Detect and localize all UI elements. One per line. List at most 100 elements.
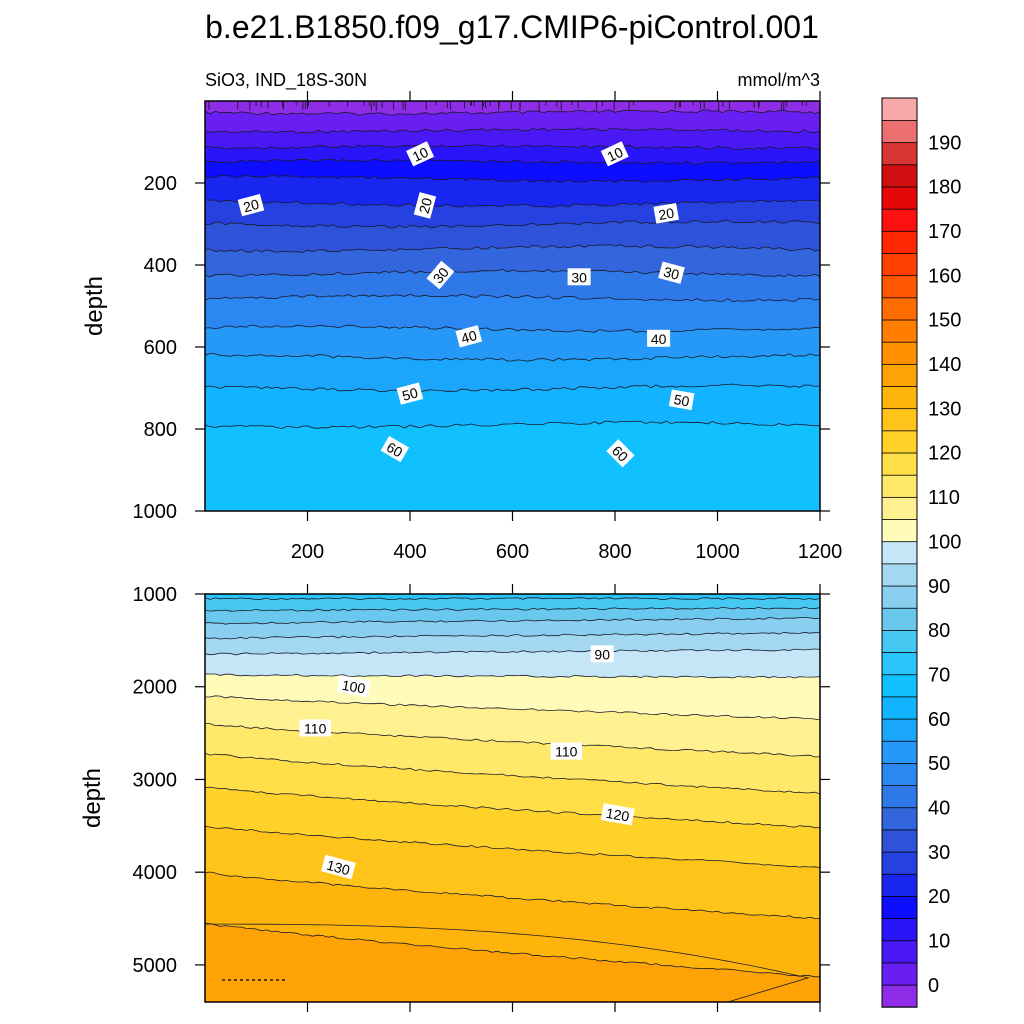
contour-label-background	[567, 268, 591, 286]
y-tick-label: 800	[144, 419, 177, 441]
colorbar-label: 50	[928, 753, 950, 775]
colorbar-label: 150	[928, 310, 961, 332]
colorbar-box	[881, 164, 918, 188]
colorbar-box	[881, 518, 918, 543]
contour-label-background	[600, 803, 635, 826]
contour-line	[205, 109, 820, 116]
contour-label-background	[413, 192, 437, 219]
upper-panel-contour-lines	[205, 109, 820, 430]
colorbar-box	[881, 740, 918, 764]
colorbar-box	[881, 319, 918, 343]
contour-line	[205, 174, 820, 183]
contour-label: 120	[600, 803, 635, 826]
contour-fill-band	[205, 923, 820, 1002]
y-tick-label: 200	[144, 173, 177, 195]
contour-label: 60	[380, 435, 410, 463]
contour-label-background	[455, 325, 483, 348]
colorbar-box	[881, 274, 918, 299]
contour-line	[205, 244, 820, 253]
contour-line	[205, 597, 820, 601]
colorbar-box	[881, 297, 918, 321]
contour-label: 40	[455, 325, 483, 348]
contour-label-text: 90	[594, 646, 610, 662]
contour-line	[205, 825, 820, 868]
colorbar-box	[881, 407, 918, 432]
colorbar-frame	[881, 97, 918, 1008]
colorbar-label: 120	[928, 443, 961, 465]
colorbar-box	[881, 230, 918, 254]
colorbar-label: 180	[928, 177, 961, 199]
y-tick-label: 600	[144, 337, 177, 359]
colorbar-box	[881, 940, 918, 964]
contour-label: 110	[550, 742, 583, 760]
lower-panel-contour-labels: 90 100 110 110 120 130	[299, 645, 635, 880]
colorbar-label: 110	[928, 487, 960, 509]
colorbar-box	[881, 784, 918, 809]
colorbar-label: 160	[928, 265, 961, 287]
contour-label: 20	[413, 192, 437, 219]
contour-line	[205, 219, 820, 229]
colorbar-box	[881, 452, 918, 476]
contour-label: 30	[658, 261, 685, 284]
contour-line	[205, 383, 820, 393]
contour-line	[205, 786, 820, 829]
contour-label-background	[550, 742, 583, 760]
contour-label-text: 10	[410, 144, 431, 165]
x-tick-label: 800	[598, 541, 631, 563]
colorbar-label: 130	[928, 398, 961, 420]
contour-line	[205, 616, 820, 625]
colorbar-label: 70	[928, 664, 950, 686]
contour-label: 100	[336, 675, 371, 698]
contour-label-background	[396, 382, 424, 405]
colorbar-label: 100	[928, 531, 961, 553]
colorbar-box	[881, 807, 918, 831]
contour-label: 30	[426, 260, 455, 290]
contour-label-text: 50	[400, 384, 419, 404]
contour-line	[205, 268, 820, 278]
colorbar-box	[881, 385, 918, 410]
contour-label-background	[406, 141, 435, 167]
colorbar-box	[881, 762, 918, 786]
contour-label-text: 110	[304, 721, 327, 737]
lower-panel-y-axis-label: depth	[79, 768, 106, 828]
x-tick-label: 200	[291, 541, 324, 563]
contour-label: 10	[406, 141, 435, 167]
contour-label-background	[237, 193, 265, 217]
contour-line	[205, 673, 820, 679]
colorbar-box	[881, 607, 918, 631]
colorbar-box	[881, 962, 918, 986]
y-tick-label: 3000	[133, 769, 178, 791]
contour-label: 30	[567, 268, 591, 286]
upper-panel-y-axis-label: depth	[81, 276, 108, 336]
colorbar-box	[881, 119, 918, 144]
contour-line	[205, 752, 820, 795]
contour-label-background	[590, 645, 614, 663]
lower-panel-axes: 1000 2000 3000 4000 5000	[133, 584, 830, 1012]
contour-label: 10	[600, 141, 629, 167]
contour-label-background	[668, 389, 695, 411]
contour-label: 50	[396, 382, 424, 405]
upper-panel-contour-labels: 10 10 20 20 20 30 30 30 40 40 50 50 60 60	[237, 141, 695, 468]
colorbar-box	[881, 696, 918, 720]
contour-label-text: 20	[657, 205, 675, 223]
contour-label-background	[647, 329, 671, 347]
contour-line	[205, 352, 820, 362]
colorbar-box	[881, 829, 918, 853]
contour-line	[205, 871, 820, 920]
contour-label-text: 120	[605, 805, 631, 825]
colorbar-box	[881, 474, 918, 498]
contour-line	[205, 606, 820, 612]
y-tick-label: 1000	[133, 584, 178, 606]
colorbar-box	[881, 430, 918, 454]
colorbar-box	[881, 186, 918, 210]
contour-label-background	[426, 260, 455, 290]
y-tick-label: 400	[144, 255, 177, 277]
upper-panel: 10 10 20 20 20 30 30 30 40 40 50 50 60 60 200 400 600 80…	[81, 91, 842, 563]
colorbar-box	[881, 541, 918, 565]
contour-fill-band	[205, 421, 820, 511]
y-tick-label: 5000	[133, 955, 178, 977]
contour-label-background	[336, 675, 371, 698]
x-tick-label: 400	[393, 541, 426, 563]
colorbar-box	[881, 208, 918, 232]
